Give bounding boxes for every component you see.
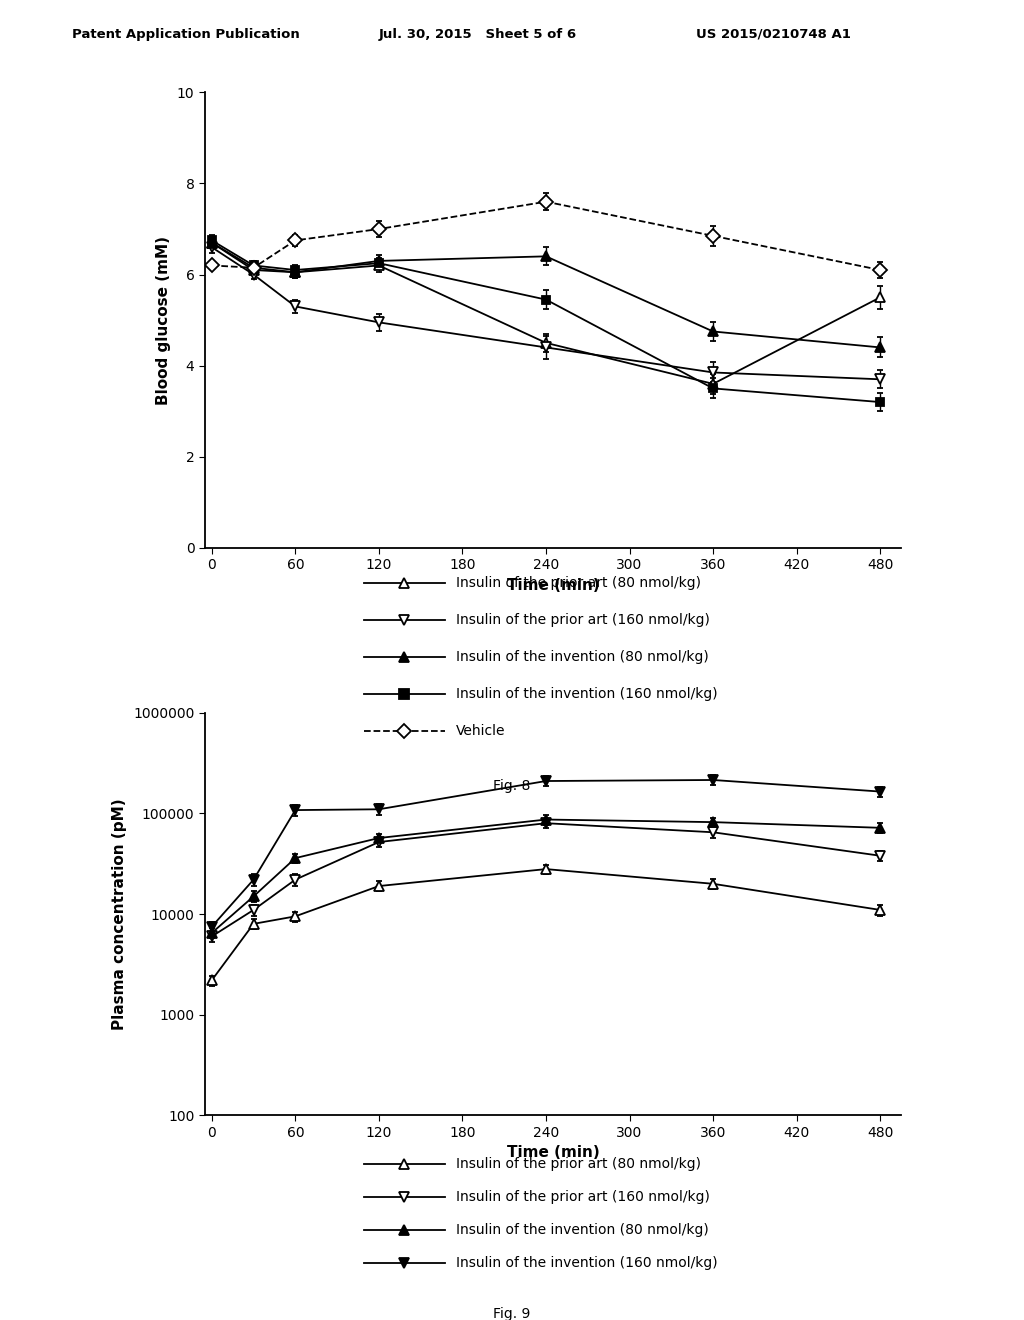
Text: Fig. 8: Fig. 8 bbox=[494, 779, 530, 793]
Text: Fig. 9: Fig. 9 bbox=[494, 1307, 530, 1320]
Text: Insulin of the invention (80 nmol/kg): Insulin of the invention (80 nmol/kg) bbox=[456, 1224, 709, 1237]
Text: Insulin of the prior art (160 nmol/kg): Insulin of the prior art (160 nmol/kg) bbox=[456, 1191, 710, 1204]
Text: Insulin of the invention (160 nmol/kg): Insulin of the invention (160 nmol/kg) bbox=[456, 688, 717, 701]
Y-axis label: Plasma concentration (pM): Plasma concentration (pM) bbox=[113, 799, 127, 1030]
Text: Patent Application Publication: Patent Application Publication bbox=[72, 28, 299, 41]
X-axis label: Time (min): Time (min) bbox=[507, 578, 599, 593]
X-axis label: Time (min): Time (min) bbox=[507, 1146, 599, 1160]
Text: Insulin of the prior art (160 nmol/kg): Insulin of the prior art (160 nmol/kg) bbox=[456, 614, 710, 627]
Text: Vehicle: Vehicle bbox=[456, 725, 505, 738]
Text: US 2015/0210748 A1: US 2015/0210748 A1 bbox=[696, 28, 851, 41]
Text: Jul. 30, 2015   Sheet 5 of 6: Jul. 30, 2015 Sheet 5 of 6 bbox=[379, 28, 577, 41]
Text: Insulin of the invention (160 nmol/kg): Insulin of the invention (160 nmol/kg) bbox=[456, 1257, 717, 1270]
Text: Insulin of the prior art (80 nmol/kg): Insulin of the prior art (80 nmol/kg) bbox=[456, 1158, 700, 1171]
Text: Insulin of the invention (80 nmol/kg): Insulin of the invention (80 nmol/kg) bbox=[456, 651, 709, 664]
Text: Insulin of the prior art (80 nmol/kg): Insulin of the prior art (80 nmol/kg) bbox=[456, 577, 700, 590]
Y-axis label: Blood glucose (mM): Blood glucose (mM) bbox=[157, 235, 171, 405]
